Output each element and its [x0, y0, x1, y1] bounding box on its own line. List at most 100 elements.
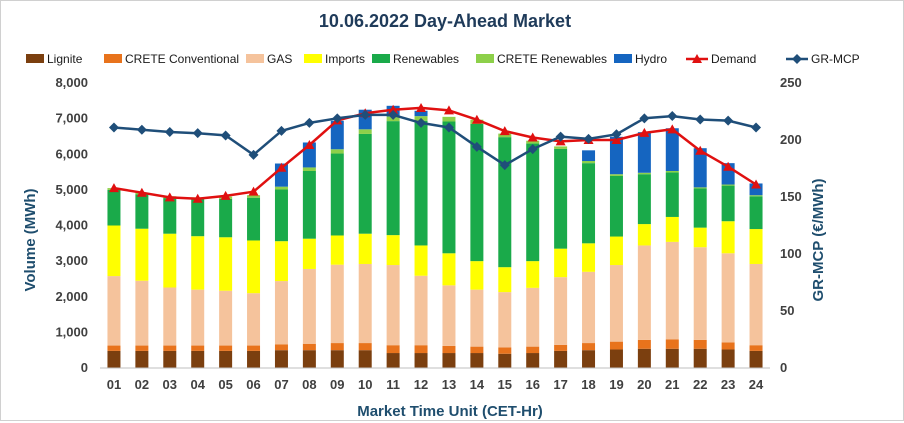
bar-crete-renewables — [721, 184, 735, 186]
bar-crete-conventional — [107, 345, 121, 351]
demand-point — [695, 145, 706, 155]
bar-lignite — [609, 349, 623, 368]
bar-renewables — [191, 199, 205, 237]
bar-gas — [302, 268, 316, 344]
legend: Lignite CRETE Conventional GAS Imports Renew… — [26, 52, 860, 66]
gr-mcp-point — [723, 115, 734, 126]
y-tick-label: 2,000 — [55, 289, 88, 304]
legend-label: Demand — [711, 52, 756, 66]
bar-hydro — [609, 136, 623, 175]
y-tick-label: 6,000 — [55, 146, 88, 161]
bar-renewables — [135, 194, 149, 229]
legend-item-crete-conventional: CRETE Conventional — [104, 52, 239, 66]
x-tick-label: 06 — [246, 377, 260, 392]
bar-renewables — [637, 174, 651, 225]
bar-crete-conventional — [749, 345, 763, 351]
gr-mcp-point — [695, 114, 706, 125]
bar-imports — [609, 236, 623, 266]
gr-mcp-point — [192, 128, 203, 139]
bar-gas — [163, 287, 177, 346]
legend-item-imports: Imports — [304, 52, 365, 66]
legend-item-demand: Demand — [686, 52, 756, 66]
y2-tick-label: 150 — [780, 189, 802, 204]
bar-lignite — [526, 353, 540, 368]
bar-imports — [163, 233, 177, 288]
bar-gas — [554, 277, 568, 345]
bar-crete-conventional — [582, 343, 596, 351]
bar-renewables — [554, 148, 568, 249]
bar-crete-conventional — [721, 342, 735, 350]
legend-item-gr-mcp: GR-MCP — [786, 52, 860, 66]
bar-crete-renewables — [302, 167, 316, 171]
x-tick-label: 22 — [693, 377, 707, 392]
bar-renewables — [330, 153, 344, 236]
bar-renewables — [693, 188, 707, 228]
bar-imports — [330, 235, 344, 265]
plot-area — [107, 102, 763, 368]
legend-swatch-gas — [246, 54, 264, 63]
bar-renewables — [274, 189, 288, 242]
demand-point — [416, 102, 427, 112]
x-tick-label: 13 — [442, 377, 456, 392]
bar-crete-conventional — [498, 347, 512, 354]
gr-mcp-point — [751, 122, 762, 133]
bar-imports — [637, 224, 651, 246]
legend-label: Renewables — [393, 52, 459, 66]
legend-item-gas: GAS — [246, 52, 292, 66]
x-tick-label: 03 — [163, 377, 177, 392]
bar-renewables — [442, 121, 456, 254]
bar-gas — [749, 263, 763, 346]
bar-gas — [247, 293, 261, 346]
y-axis-title: Volume (MWh) — [22, 188, 39, 291]
demand-point — [276, 162, 287, 172]
y2-tick-label: 50 — [780, 303, 794, 318]
bar-imports — [247, 240, 261, 294]
x-tick-label: 04 — [190, 377, 205, 392]
x-tick-label: 07 — [274, 377, 288, 392]
y2-tick-label: 0 — [780, 360, 787, 375]
x-tick-label: 24 — [749, 377, 764, 392]
y2-axis-title: GR-MCP (€/MWh) — [810, 178, 827, 301]
demand-point — [499, 126, 510, 136]
bar-imports — [749, 229, 763, 264]
bar-crete-conventional — [637, 339, 651, 349]
bar-renewables — [163, 198, 177, 234]
gr-mcp-point — [416, 117, 427, 128]
demand-point — [108, 183, 119, 193]
bar-crete-conventional — [554, 344, 568, 351]
demand-point — [723, 161, 734, 171]
bar-gas — [498, 292, 512, 348]
bar-imports — [302, 238, 316, 269]
x-tick-label: 11 — [386, 377, 400, 392]
bar-lignite — [637, 348, 651, 368]
chart-title: 10.06.2022 Day-Ahead Market — [319, 11, 571, 31]
y-tick-label: 7,000 — [55, 111, 88, 126]
bar-crete-conventional — [302, 343, 316, 351]
y-tick-label: 4,000 — [55, 218, 88, 233]
x-tick-label: 17 — [553, 377, 567, 392]
bar-imports — [219, 237, 233, 291]
bar-hydro — [330, 120, 344, 150]
gr-mcp-point — [471, 141, 482, 152]
legend-swatch-lignite — [26, 54, 44, 63]
bar-renewables — [749, 196, 763, 230]
demand-point — [471, 114, 482, 124]
bar-crete-renewables — [554, 146, 568, 149]
gr-mcp-point — [136, 124, 147, 135]
y-tick-label: 1,000 — [55, 324, 88, 339]
bar-gas — [442, 285, 456, 346]
bar-gas — [470, 289, 484, 347]
bar-imports — [665, 216, 679, 242]
bar-lignite — [749, 350, 763, 368]
gr-mcp-point — [611, 129, 622, 140]
demand-point — [611, 135, 622, 144]
bar-lignite — [191, 350, 205, 368]
bar-renewables — [107, 189, 121, 226]
bar-imports — [693, 227, 707, 248]
legend-label: Hydro — [635, 52, 667, 66]
x-axis-title: Market Time Unit (CET-Hr) — [357, 403, 543, 420]
legend-item-hydro: Hydro — [614, 52, 667, 66]
legend-item-lignite: Lignite — [26, 52, 83, 66]
x-tick-label: 12 — [414, 377, 428, 392]
bar-gas — [358, 263, 372, 344]
